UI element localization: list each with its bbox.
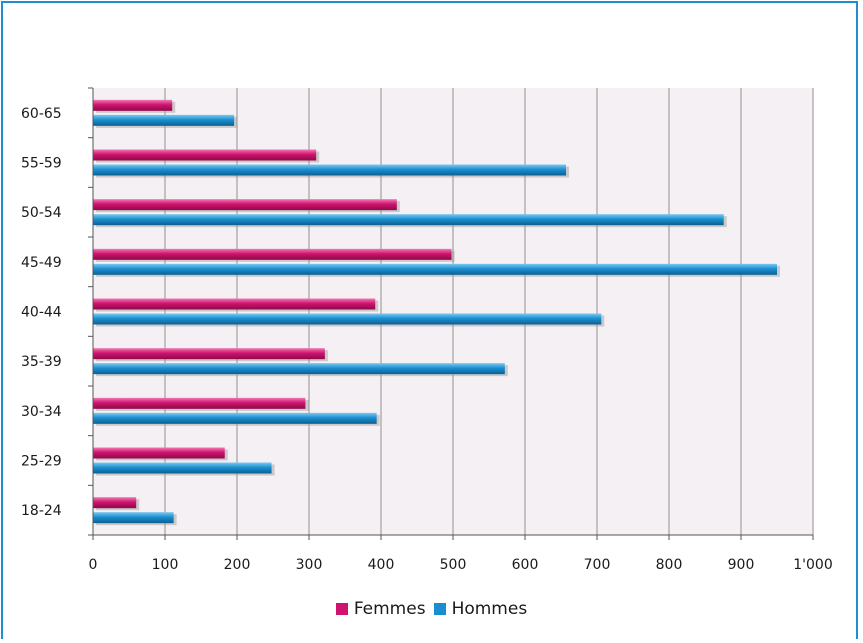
y-tick-label: 25-29 xyxy=(21,454,62,470)
legend: Femmes Hommes xyxy=(0,599,863,620)
x-tick-label: 900 xyxy=(728,557,755,573)
bar-hommes xyxy=(93,214,724,226)
bar-hommes xyxy=(93,462,272,474)
x-tick-label: 100 xyxy=(152,557,179,573)
bar-hommes xyxy=(93,363,505,375)
legend-label: Hommes xyxy=(451,599,528,619)
x-tick-label: 300 xyxy=(296,557,323,573)
legend-label: Femmes xyxy=(353,599,426,619)
bar-series xyxy=(93,99,780,526)
bar-hommes xyxy=(93,412,377,424)
bar-femmes xyxy=(93,199,397,211)
tick-labels: 0 100 200 300 400 500 600 700 800 900 1'000 60-65 55… xyxy=(21,106,833,573)
bar-hommes xyxy=(93,512,174,524)
legend-item-femmes: Femmes xyxy=(335,599,426,619)
bar-femmes xyxy=(93,298,376,310)
y-tick-label: 40-44 xyxy=(21,305,62,321)
bar-femmes xyxy=(93,149,317,161)
bar-hommes xyxy=(93,313,602,325)
x-tick-label: 800 xyxy=(656,557,683,573)
bar-femmes xyxy=(93,397,306,409)
bar-femmes xyxy=(93,348,325,360)
y-tick-label: 50-54 xyxy=(21,205,62,221)
legend-item-hommes: Hommes xyxy=(433,599,528,619)
y-tick-label: 55-59 xyxy=(21,156,62,172)
bar-hommes xyxy=(93,164,567,176)
axes xyxy=(88,87,814,540)
bar-femmes xyxy=(93,497,137,509)
bar-femmes xyxy=(93,248,452,260)
x-tick-label: 1'000 xyxy=(793,557,832,573)
bar-femmes xyxy=(93,99,173,111)
y-tick-label: 18-24 xyxy=(21,503,62,519)
bar-hommes xyxy=(93,263,777,275)
x-tick-label: 700 xyxy=(584,557,611,573)
x-tick-label: 500 xyxy=(440,557,467,573)
legend-swatch xyxy=(433,603,446,615)
bar-hommes xyxy=(93,114,235,126)
legend-swatch xyxy=(335,603,348,615)
y-tick-label: 35-39 xyxy=(21,354,62,370)
x-tick-label: 200 xyxy=(224,557,251,573)
gridlines xyxy=(164,88,814,535)
x-tick-label: 600 xyxy=(512,557,539,573)
y-tick-label: 45-49 xyxy=(21,255,62,271)
y-tick-label: 30-34 xyxy=(21,404,62,420)
x-tick-label: 400 xyxy=(368,557,395,573)
y-tick-label: 60-65 xyxy=(21,106,62,122)
x-tick-label: 0 xyxy=(89,557,98,573)
bar-femmes xyxy=(93,447,225,459)
